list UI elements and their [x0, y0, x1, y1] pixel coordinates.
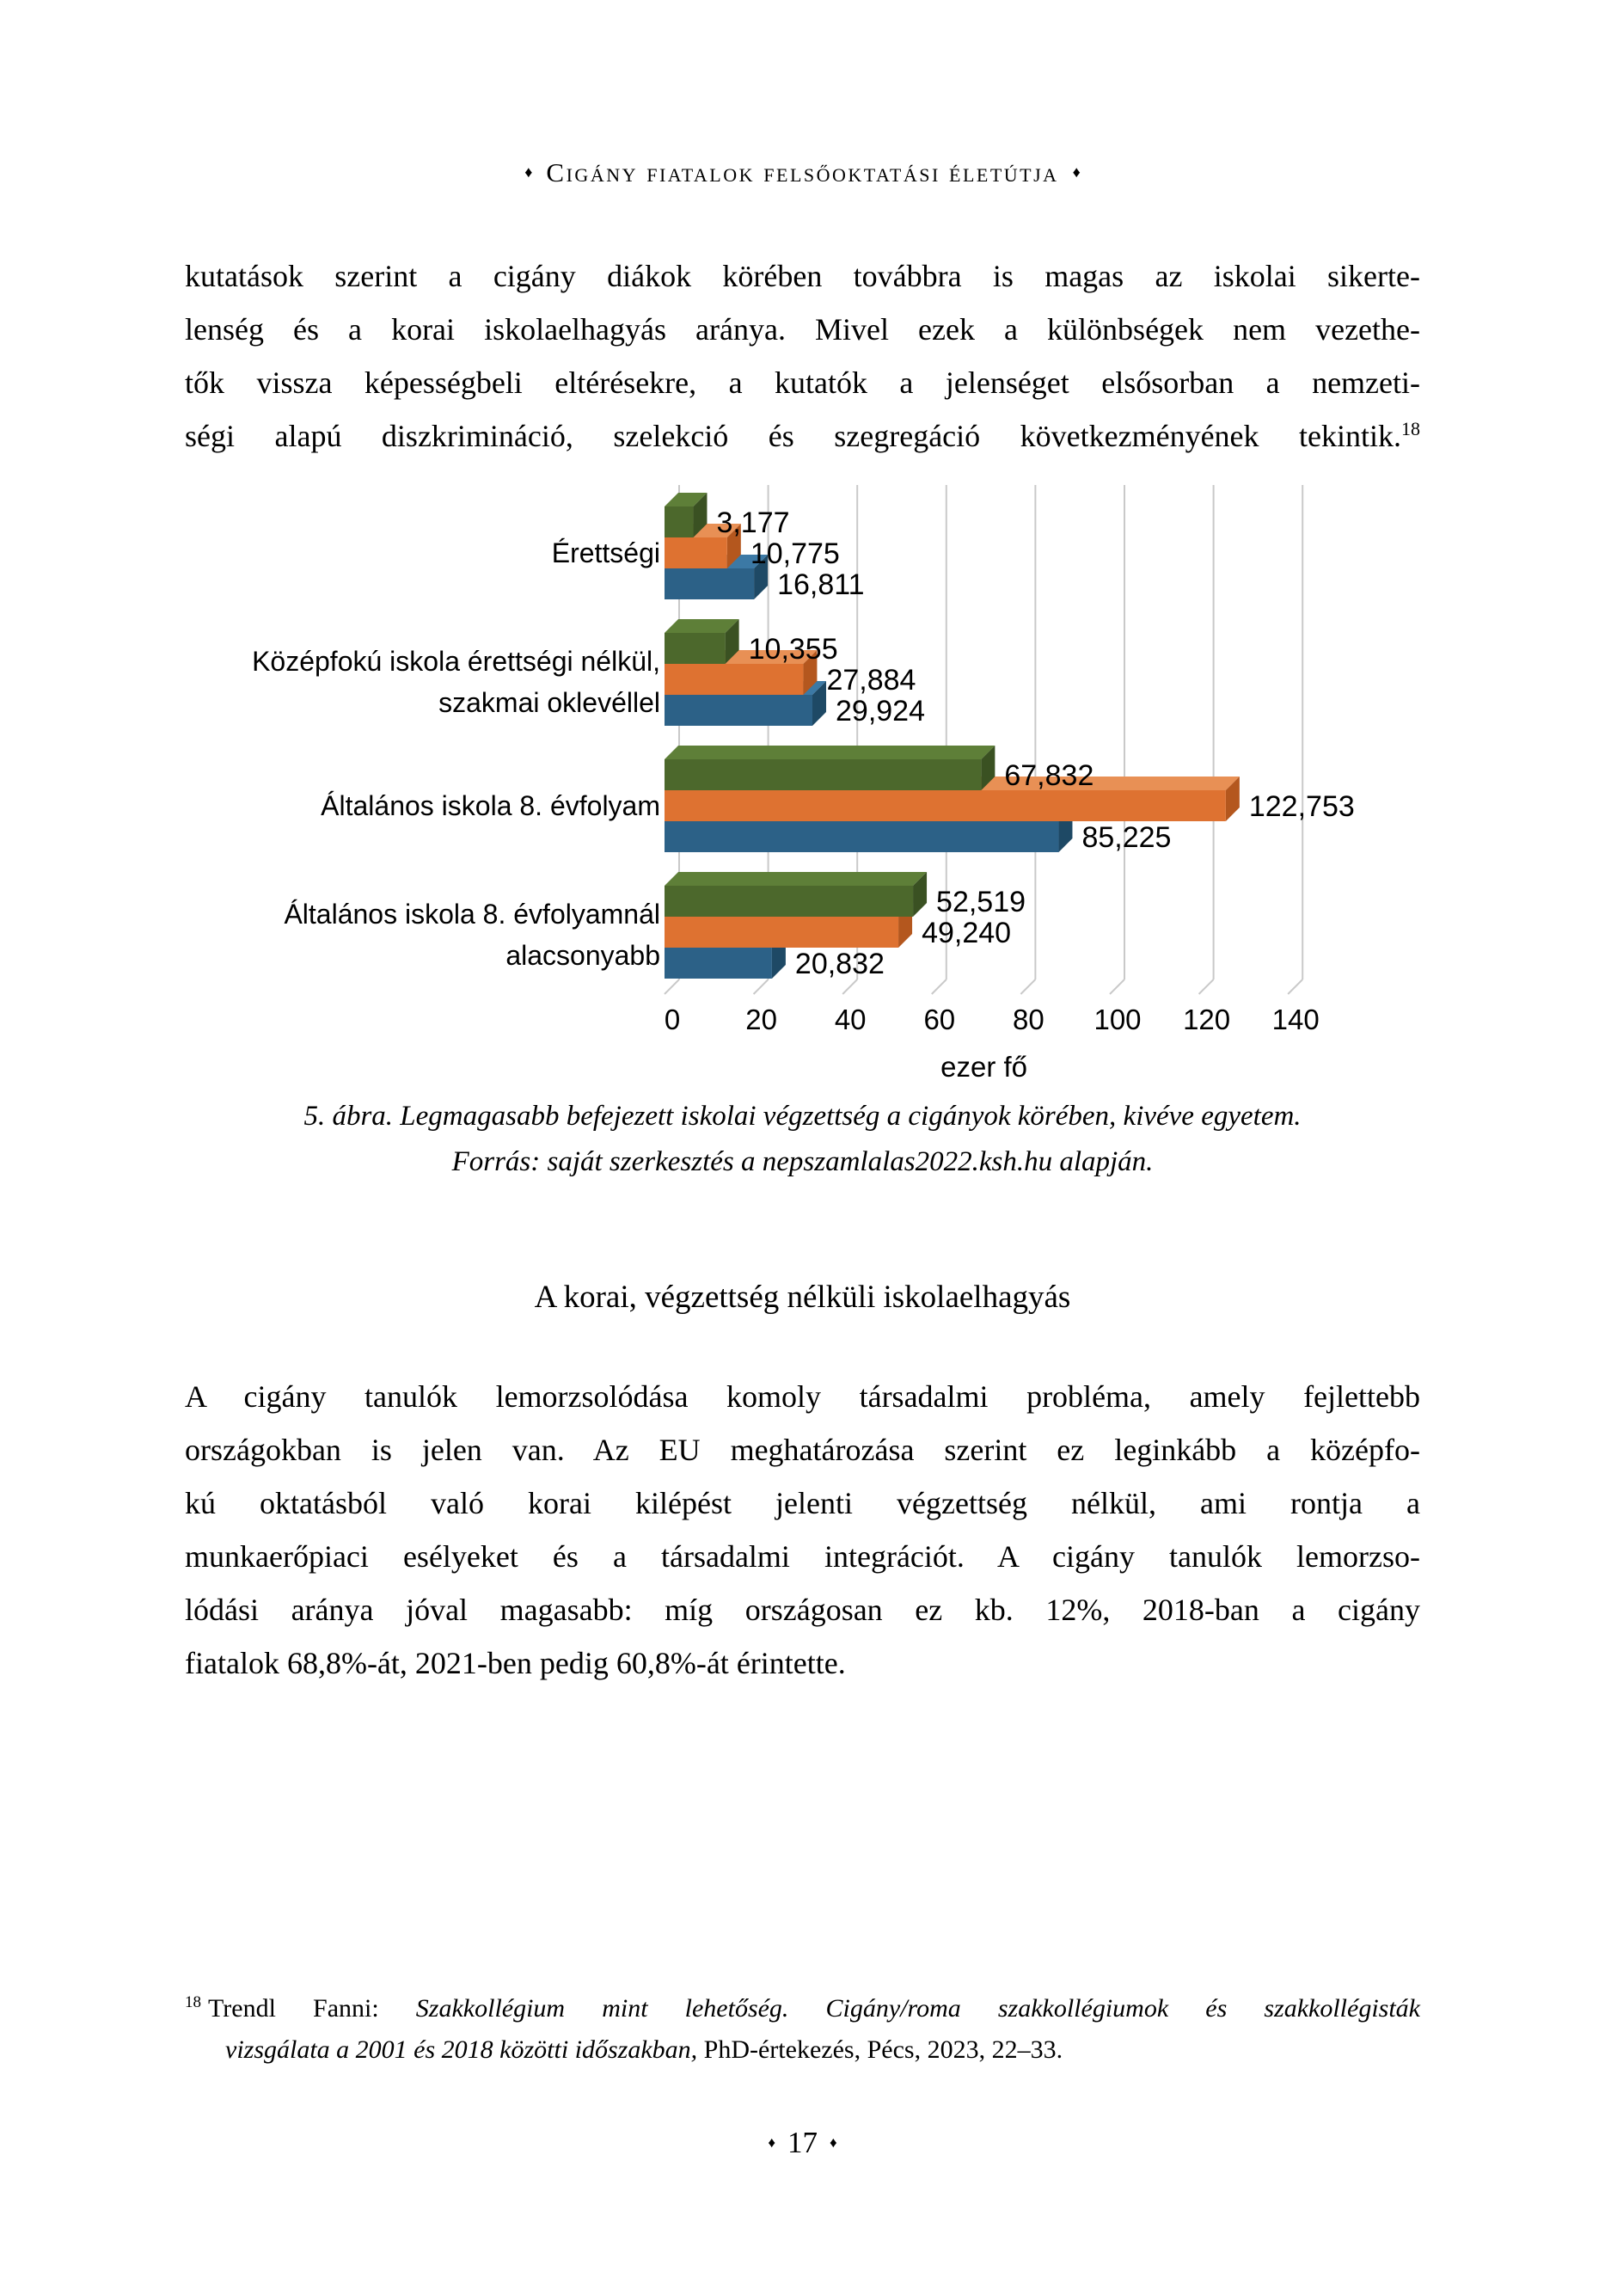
bar-top-face-series-green: [665, 746, 995, 759]
bar-front-face-series-blue: [665, 695, 813, 726]
paragraph-line: kutatások szerint a cigány diákok körébe…: [185, 259, 1420, 293]
chart-gridline-foot: [842, 979, 858, 995]
bar-data-label: 16,811: [777, 568, 864, 601]
diamond-bullet-icon: ♦: [1072, 163, 1081, 181]
category-label: Középfokú iskola érettségi nélkül,: [252, 646, 660, 677]
diamond-bullet-icon: ♦: [524, 163, 533, 181]
bar-data-label: 3,177: [716, 506, 789, 539]
x-axis-tick-label: 0: [665, 1004, 680, 1035]
figure-caption: 5. ábra. Legmagasabb befejezett iskolai …: [185, 1094, 1420, 1185]
footnote: 18 Trendl Fanni: Szakkollégium mint lehet…: [185, 1988, 1420, 2071]
paragraph-line: kú oktatásból való korai kilépést jelent…: [185, 1486, 1420, 1520]
chart-gridline-foot: [1109, 979, 1125, 995]
category-label: Érettségi: [552, 537, 660, 568]
x-axis-tick-label: 100: [1093, 1004, 1141, 1035]
footnote-number: 18: [185, 1993, 201, 2011]
chart-gridline-foot: [1198, 979, 1215, 995]
footnote-text-italic: vizsgálata a 2001 és 2018 közötti idősza…: [225, 2035, 698, 2064]
bar-front-face-series-green: [665, 759, 982, 790]
paragraph-line: országokban is jelen van. Az EU meghatár…: [185, 1433, 1420, 1467]
bar-side-face-series-orange: [726, 524, 741, 568]
bar-side-face-series-green: [913, 872, 928, 917]
bar-side-face-series-green: [693, 493, 708, 537]
figure-caption-line: 5. ábra. Legmagasabb befejezett iskolai …: [303, 1101, 1302, 1132]
chart-gridline-foot: [1287, 979, 1303, 995]
running-head: ♦ Cigány fiatalok felsőoktatási életútja ♦: [0, 157, 1605, 188]
bar-side-face-series-orange: [1225, 777, 1240, 821]
bar-top-face-series-green: [665, 619, 739, 633]
bar-front-face-series-orange: [665, 917, 899, 948]
paragraph-line: tők vissza képességbeli eltérésekre, a k…: [185, 365, 1420, 400]
diamond-bullet-icon: ♦: [830, 2134, 837, 2151]
bar-data-label: 52,519: [936, 886, 1026, 918]
chart-gridline-foot: [931, 979, 947, 995]
footnote-text-italic: Szakkollégium mint lehetőség. Cigány/rom…: [415, 1994, 1420, 2023]
bar-front-face-series-blue: [665, 568, 755, 599]
bar-data-label: 10,775: [750, 537, 840, 570]
footnote-line: 18 Trendl Fanni: Szakkollégium mint lehet…: [185, 1988, 1420, 2029]
bar-data-label: 29,924: [836, 695, 925, 727]
body-paragraph-2: A cigány tanulók lemorzsolódása komoly t…: [185, 1370, 1420, 1690]
x-axis-tick-label: 20: [745, 1004, 777, 1035]
footnote-text-roman: Trendl Fanni:: [208, 1994, 416, 2023]
section-heading: A korai, végzettség nélküli iskolaelhagy…: [534, 1280, 1071, 1315]
running-head-title: Cigány fiatalok felsőoktatási életútja: [546, 157, 1059, 187]
x-axis-tick-label: 80: [1013, 1004, 1044, 1035]
bar-data-label: 49,240: [922, 917, 1011, 949]
x-axis-tick-label: 60: [923, 1004, 955, 1035]
page-number-value: 17: [787, 2126, 818, 2159]
figure-chart: 0 20 40 60 80 100 120 140 3,177 10,775 16,811 Érett…: [129, 475, 1504, 1090]
category-label: Általános iskola 8. évfolyam: [321, 790, 660, 821]
paragraph-line: lenség és a korai iskolaelhagyás aránya.…: [185, 312, 1420, 347]
bar-front-face-series-orange: [665, 790, 1226, 821]
footnote-text-roman: PhD-értekezés, Pécs, 2023, 22–33.: [697, 2035, 1063, 2064]
category-label: szakmai oklevéllel: [438, 687, 660, 718]
paragraph-line: ségi alapú diszkrimináció, szelekció és …: [185, 409, 1420, 463]
footnote-reference-mark: 18: [1401, 418, 1420, 439]
x-axis-tick-label: 40: [835, 1004, 867, 1035]
body-paragraph-1: kutatások szerint a cigány diákok körébe…: [185, 249, 1420, 463]
bar-side-face-series-green: [725, 619, 739, 664]
bar-front-face-series-blue: [665, 948, 772, 979]
bar-data-label: 67,832: [1004, 759, 1093, 792]
paragraph-line: munkaerőpiaci esélyeket és a társadalmi …: [185, 1539, 1420, 1574]
bar-front-face-series-orange: [665, 664, 804, 695]
figure-caption-line: Forrás: saját szerkesztés a nepszamlalas…: [451, 1146, 1154, 1177]
footnote-line: vizsgálata a 2001 és 2018 közötti idősza…: [185, 2029, 1420, 2071]
bar-data-label: 27,884: [826, 664, 916, 697]
paragraph-line: A cigány tanulók lemorzsolódása komoly t…: [185, 1379, 1420, 1414]
paragraph-line: fiatalok 68,8%-át, 2021-ben pedig 60,8%-…: [185, 1646, 846, 1680]
x-axis-title: ezer fő: [940, 1051, 1027, 1083]
chart-gridline-foot: [1020, 979, 1037, 995]
bar-front-face-series-green: [665, 506, 694, 537]
bar-data-label: 20,832: [795, 948, 885, 980]
bar-front-face-series-orange: [665, 537, 727, 568]
bar-side-face-series-green: [981, 746, 995, 790]
x-axis-tick-label: 120: [1183, 1004, 1230, 1035]
page-number: ♦ 17 ♦: [0, 2126, 1605, 2160]
bar-top-face-series-green: [665, 872, 928, 886]
bar-side-face-series-blue: [812, 681, 827, 726]
category-label: alacsonyabb: [505, 940, 660, 971]
diamond-bullet-icon: ♦: [768, 2134, 775, 2151]
chart-gridline-foot: [664, 979, 680, 995]
bar-data-label: 122,753: [1249, 790, 1355, 823]
bar-side-face-series-orange: [803, 650, 818, 695]
paragraph-line-text: ségi alapú diszkrimináció, szelekció és …: [185, 419, 1401, 453]
bar-data-label: 85,225: [1081, 821, 1171, 854]
bar-data-label: 10,355: [749, 633, 838, 666]
bar-top-face-series-green: [665, 493, 708, 506]
x-axis-tick-label: 140: [1272, 1004, 1320, 1035]
bar-front-face-series-green: [665, 886, 914, 917]
bar-front-face-series-green: [665, 633, 726, 664]
bar-side-face-series-blue: [754, 555, 769, 599]
category-label: Általános iskola 8. évfolyamnál: [284, 899, 660, 930]
chart-gridline-foot: [752, 979, 769, 995]
paragraph-line: lódási aránya jóval magasabb: míg ország…: [185, 1593, 1420, 1627]
bar-front-face-series-blue: [665, 821, 1059, 852]
